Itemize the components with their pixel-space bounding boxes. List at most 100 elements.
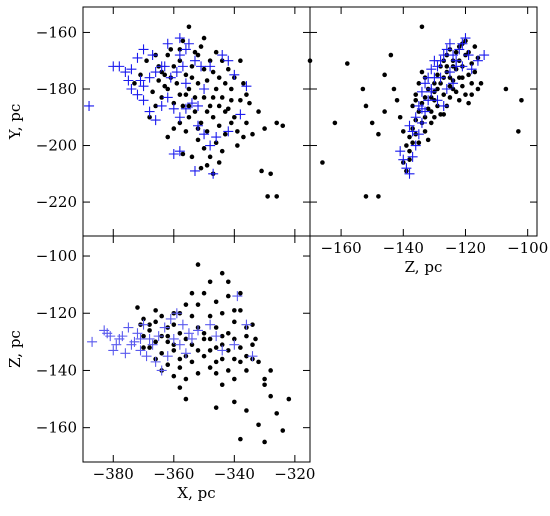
data-point-dot [177,120,183,126]
data-point-dot [183,396,189,402]
data-point-cross [398,154,409,165]
data-point-cross [196,61,207,72]
data-point-dot [472,69,478,75]
data-point-cross [102,328,113,339]
data-point-dot [419,100,425,106]
data-point-cross [108,345,119,356]
data-point-cross [205,61,216,72]
data-point-dot [391,86,397,92]
data-point-dot [469,81,474,86]
data-point-dot [162,72,168,78]
data-point-dot [183,302,189,307]
data-point-dot [189,64,195,69]
data-point-dot [171,322,177,327]
data-point-dot [444,64,450,69]
data-point-dot [256,422,261,428]
data-point-dot [256,109,261,114]
data-point-dot [183,92,189,97]
data-point-dot [147,114,152,120]
data-point-dot [207,365,213,370]
data-point-dot [469,92,474,97]
data-point-cross [438,50,449,61]
data-point-dot [183,72,189,78]
data-point-cross [193,325,204,336]
data-point-cross [126,83,137,94]
data-point-dot [201,330,207,336]
data-point-dot [256,359,261,365]
data-point-cross [416,86,427,97]
data-point-dot [168,47,174,52]
data-point-dot [274,120,280,126]
data-point-dot [516,129,521,134]
data-point-dot [413,92,419,97]
data-point-cross [451,55,462,66]
data-point-dot [186,103,192,109]
data-point-dot [171,348,177,353]
data-point-dot [183,129,189,134]
x-tick-label: −340 [214,465,255,483]
data-point-dot [204,129,210,134]
data-point-dot [183,336,189,342]
y-tick-label: −140 [36,361,77,379]
data-point-dot [238,436,243,442]
data-point-dot [466,72,471,78]
data-point-dot [453,89,459,95]
data-point-dot [222,109,228,114]
data-point-dot [213,359,219,365]
x-tick-label: −320 [274,465,315,483]
data-point-dot [216,160,222,165]
data-point-cross [177,61,188,72]
data-point-cross [444,38,455,49]
data-point-dot [159,69,164,75]
data-point-dot [222,131,228,137]
data-point-dot [450,86,456,92]
data-point-cross [147,50,158,61]
data-point-cross [174,50,185,61]
data-point-dot [153,103,158,109]
data-point-dot [410,103,415,109]
data-point-cross [138,44,149,55]
data-point-dot [472,44,478,49]
data-point-cross [180,348,191,359]
data-point-dot [382,109,387,114]
data-point-dot [195,302,201,307]
data-point-cross [457,38,468,49]
data-point-dot [198,120,204,126]
data-point-dot [280,428,286,433]
data-point-dot [419,69,425,75]
data-point-dot [369,120,375,126]
data-point-dot [150,89,155,95]
data-point-dot [447,75,453,80]
data-point-dot [250,342,255,348]
data-point-dot [238,58,243,64]
data-point-dot [219,270,225,276]
data-point-dot [177,47,183,52]
data-point-dot [238,290,243,296]
data-point-dot [159,95,164,100]
data-point-cross [211,132,222,143]
data-point-dot [201,95,207,100]
data-point-cross [426,86,437,97]
data-point-dot [382,72,387,78]
panel-x-z: −380 −360 −340 −320 −160 −140 −120 −100 X, pc Z, … [6,235,315,502]
data-point-dot [186,86,192,92]
y-tick-label: −220 [36,193,77,211]
data-point-cross [159,322,170,333]
data-point-dot [177,330,183,336]
data-point-dot [407,148,412,154]
data-point-cross [111,339,122,350]
data-point-dot [204,109,210,114]
data-point-dot [456,97,462,103]
data-point-dot [447,95,453,100]
data-point-cross [186,98,197,109]
data-point-cross [144,72,155,83]
data-point-dot [213,299,219,305]
data-point-dot [198,165,204,171]
data-point-cross [211,331,222,342]
data-point-dot [207,336,213,342]
data-point-dot [460,83,465,89]
data-point-cross [199,129,210,140]
data-point-dot [165,52,171,58]
data-point-dot [232,399,237,405]
